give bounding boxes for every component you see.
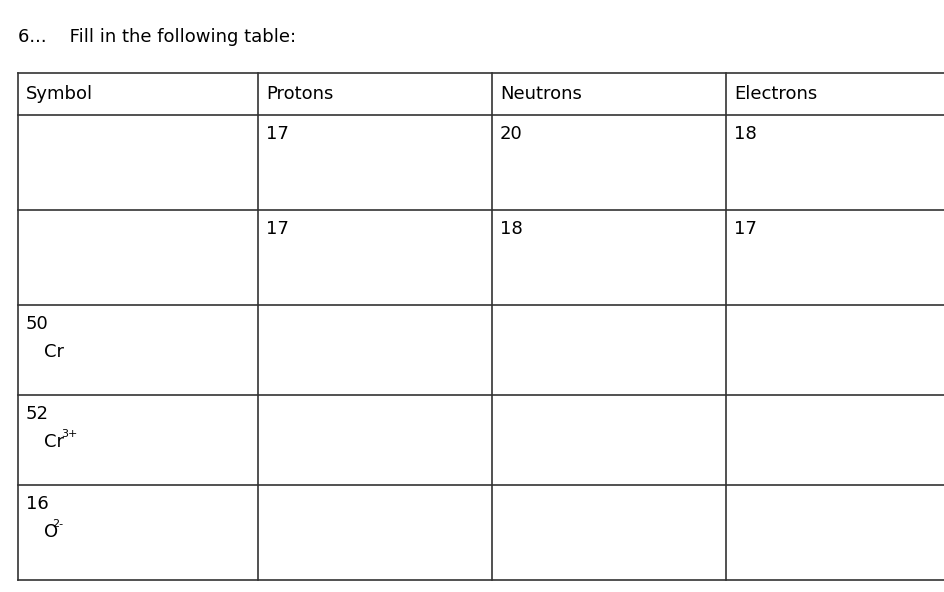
- Text: O: O: [44, 523, 59, 541]
- Text: 3+: 3+: [61, 429, 77, 439]
- Text: 20: 20: [500, 125, 523, 143]
- Text: Protons: Protons: [266, 85, 333, 103]
- Text: Electrons: Electrons: [734, 85, 818, 103]
- Text: 50: 50: [26, 315, 49, 333]
- Text: 18: 18: [734, 125, 757, 143]
- Text: 17: 17: [734, 220, 757, 238]
- Text: Cr: Cr: [44, 433, 64, 451]
- Text: 6...    Fill in the following table:: 6... Fill in the following table:: [18, 28, 296, 46]
- Text: 16: 16: [26, 495, 49, 513]
- Text: Symbol: Symbol: [26, 85, 93, 103]
- Text: 2-: 2-: [53, 519, 63, 529]
- Text: Cr: Cr: [44, 343, 64, 361]
- Text: 17: 17: [266, 220, 289, 238]
- Text: Neutrons: Neutrons: [500, 85, 582, 103]
- Text: 17: 17: [266, 125, 289, 143]
- Text: 52: 52: [26, 405, 49, 423]
- Text: 18: 18: [500, 220, 523, 238]
